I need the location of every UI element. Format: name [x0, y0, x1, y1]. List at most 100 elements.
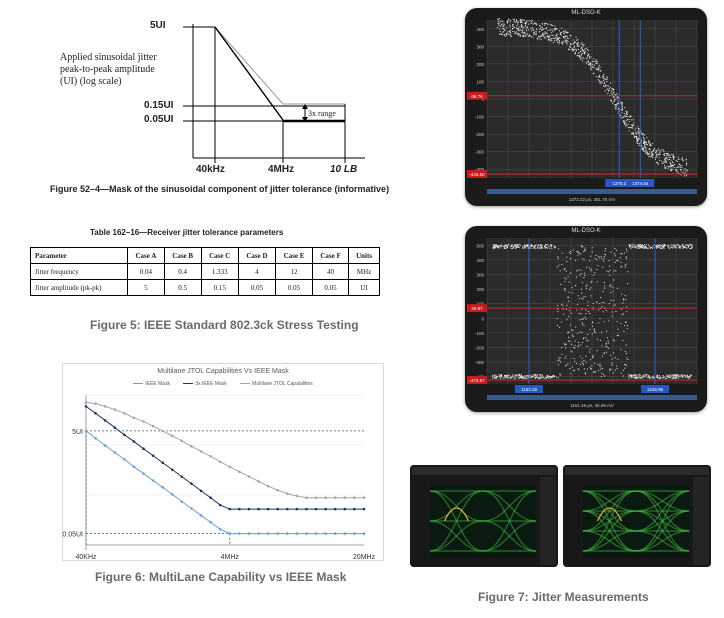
waveform-sample	[669, 247, 671, 249]
waveform-sample	[534, 374, 536, 376]
waveform-sample	[643, 150, 645, 152]
waveform-sample	[666, 375, 668, 377]
data-point	[314, 532, 318, 535]
waveform-sample	[501, 20, 503, 22]
waveform-sample	[585, 309, 587, 311]
waveform-sample	[582, 43, 584, 45]
waveform-sample	[557, 256, 559, 258]
waveform-sample	[567, 331, 569, 333]
waveform-sample	[688, 245, 690, 247]
waveform-sample	[560, 34, 562, 36]
waveform-sample	[504, 375, 506, 377]
waveform-sample	[499, 375, 501, 377]
waveform-sample	[599, 80, 601, 82]
waveform-sample	[633, 244, 635, 246]
waveform-sample	[656, 155, 658, 157]
waveform-sample	[586, 368, 588, 370]
waveform-sample	[577, 346, 579, 348]
waveform-sample	[589, 288, 591, 290]
waveform-sample	[616, 320, 618, 322]
waveform-sample	[636, 135, 638, 137]
waveform-sample	[603, 321, 605, 323]
waveform-sample	[527, 375, 529, 377]
waveform-sample	[620, 372, 622, 374]
waveform-sample	[565, 40, 567, 42]
waveform-sample	[671, 244, 673, 246]
red-cursor-tag	[467, 91, 487, 100]
waveform-sample	[561, 264, 563, 266]
waveform-sample	[647, 247, 649, 249]
waveform-sample	[661, 247, 663, 249]
waveform-sample	[578, 52, 580, 54]
waveform-sample	[675, 169, 677, 171]
waveform-sample	[579, 58, 581, 60]
waveform-sample	[586, 266, 588, 268]
waveform-sample	[593, 67, 595, 69]
waveform-sample	[581, 49, 583, 51]
waveform-sample	[542, 375, 544, 377]
waveform-sample	[499, 245, 501, 247]
waveform-sample	[532, 28, 534, 30]
waveform-sample	[646, 374, 648, 376]
waveform-sample	[651, 247, 653, 249]
data-point	[132, 465, 136, 469]
waveform-sample	[631, 246, 633, 248]
waveform-sample	[588, 50, 590, 52]
waveform-sample	[568, 48, 570, 50]
waveform-sample	[556, 37, 558, 39]
waveform-sample	[638, 132, 640, 134]
waveform-sample	[603, 352, 605, 354]
waveform-sample	[626, 111, 628, 113]
waveform-sample	[590, 270, 592, 272]
waveform-sample	[685, 375, 687, 377]
waveform-sample	[621, 117, 623, 119]
waveform-sample	[542, 32, 544, 34]
figure6-caption: Figure 6: MultiLane Capability vs IEEE M…	[95, 570, 347, 584]
waveform-sample	[494, 244, 496, 246]
waveform-sample	[575, 36, 577, 38]
waveform-sample	[540, 247, 542, 249]
waveform-sample	[645, 144, 647, 146]
waveform-sample	[550, 377, 552, 379]
waveform-sample	[497, 19, 499, 21]
waveform-sample	[610, 251, 612, 253]
waveform-sample	[620, 102, 622, 104]
waveform-sample	[549, 29, 551, 31]
waveform-sample	[566, 43, 568, 45]
waveform-sample	[685, 244, 687, 246]
waveform-sample	[581, 282, 583, 284]
waveform-sample	[603, 352, 605, 354]
waveform-sample	[535, 247, 537, 249]
waveform-sample	[523, 377, 525, 379]
waveform-sample	[638, 138, 640, 140]
waveform-sample	[495, 245, 497, 247]
waveform-sample	[574, 41, 576, 43]
waveform-sample	[652, 244, 654, 246]
waveform-sample	[580, 47, 582, 49]
waveform-sample	[674, 374, 676, 376]
waveform-sample	[656, 150, 658, 152]
waveform-sample	[638, 377, 640, 379]
waveform-sample	[673, 158, 675, 160]
waveform-sample	[614, 304, 616, 306]
waveform-sample	[612, 88, 614, 90]
waveform-sample	[614, 98, 616, 100]
waveform-sample	[602, 311, 604, 313]
waveform-sample	[511, 377, 513, 379]
waveform-sample	[626, 119, 628, 121]
waveform-sample	[655, 149, 657, 151]
eye-plot	[563, 465, 711, 567]
data-point	[103, 405, 107, 408]
waveform-sample	[577, 254, 579, 256]
waveform-sample	[587, 301, 589, 303]
waveform-sample	[646, 152, 648, 154]
waveform-sample	[617, 100, 619, 102]
waveform-sample	[637, 244, 639, 246]
waveform-sample	[623, 120, 625, 122]
waveform-sample	[581, 42, 583, 44]
waveform-sample	[509, 24, 511, 26]
waveform-sample	[521, 375, 523, 377]
waveform-sample	[638, 128, 640, 130]
data-point	[151, 479, 155, 482]
waveform-sample	[615, 106, 617, 108]
